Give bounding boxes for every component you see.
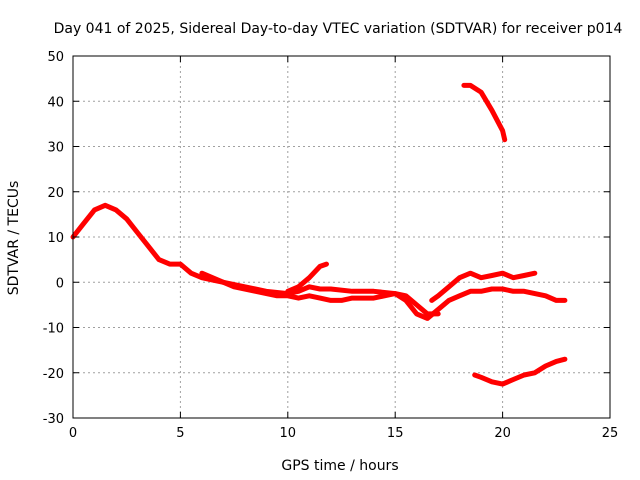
y-tick-label: 40 — [47, 95, 64, 110]
y-tick-label: 20 — [47, 186, 64, 201]
series-line-arc2 — [199, 270, 441, 317]
data-series — [70, 82, 568, 387]
x-tick-label: 25 — [602, 426, 619, 441]
grid-lines — [73, 56, 610, 418]
y-axis-label: SDTVAR / TECUs — [6, 181, 22, 296]
y-tick-label: 0 — [56, 276, 64, 291]
y-tick-label: -20 — [43, 367, 64, 382]
series-line-arc3 — [285, 261, 329, 294]
x-tick-label: 5 — [176, 426, 184, 441]
series-line-arc6 — [472, 356, 568, 387]
y-tick-label: -10 — [43, 322, 64, 337]
y-tick-label: -30 — [43, 412, 64, 427]
x-tick-label: 15 — [387, 426, 404, 441]
series-line-arc1 — [70, 202, 568, 321]
x-tick-label: 0 — [69, 426, 77, 441]
y-tick-label: 50 — [47, 50, 64, 65]
y-tick-label: 30 — [47, 141, 64, 156]
y-tick-label: 10 — [47, 231, 64, 246]
series-line-arc4 — [429, 270, 538, 303]
x-tick-label: 20 — [494, 426, 511, 441]
chart-title: Day 041 of 2025, Sidereal Day-to-day VTE… — [54, 21, 623, 37]
axis-ticks: 0 5 10 15 20 25 -30 -20 -10 0 10 20 30 40 50 — [43, 50, 619, 441]
x-axis-label: GPS time / hours — [281, 458, 398, 474]
x-tick-label: 10 — [280, 426, 297, 441]
series-line-arc5 — [461, 82, 508, 143]
